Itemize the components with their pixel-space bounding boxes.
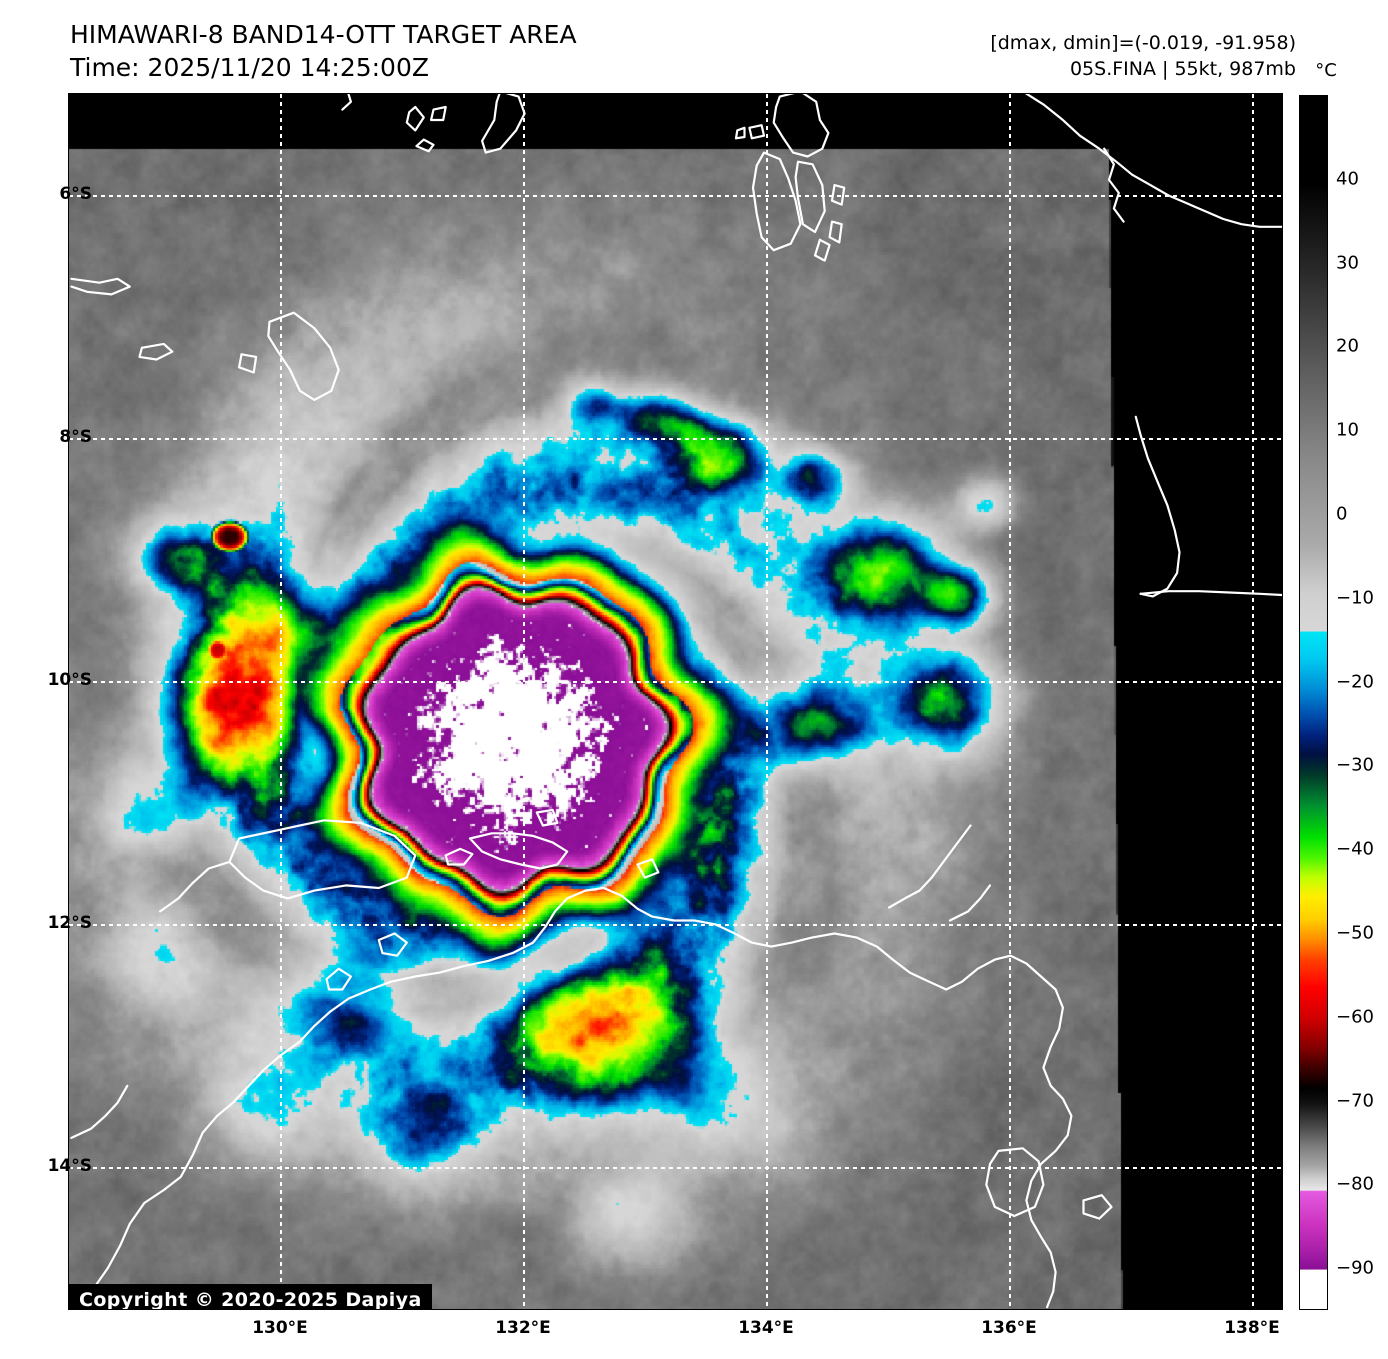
coastline-segment-23 <box>985 1147 1045 1218</box>
colorbar-tick-20: 20 <box>1336 335 1359 357</box>
gridline-lon-130 <box>280 94 282 1309</box>
gridline-lat-14s <box>69 1167 1282 1169</box>
page-title: HIMAWARI-8 BAND14-OTT TARGET AREA Time: … <box>70 18 577 84</box>
lon-label-130e: 130°E <box>252 1318 308 1338</box>
coastline-segment-19 <box>70 886 1073 1309</box>
coastline-segment-27 <box>377 932 408 957</box>
dmax-dmin-readout: [dmax, dmin]=(-0.019, -91.958) <box>990 32 1296 54</box>
coastline-segment-14 <box>138 342 174 361</box>
colorbar-tick-10: 10 <box>1336 419 1359 441</box>
coastline-segment-24 <box>887 824 972 909</box>
colorbar-tick--40: −40 <box>1336 838 1374 860</box>
coastline-segment-2 <box>430 105 447 122</box>
coastline-segment-30 <box>1024 94 1282 228</box>
lon-label-136e: 136°E <box>981 1318 1037 1338</box>
gridline-lon-134 <box>766 94 768 1309</box>
coastline-segment-29 <box>1082 1194 1113 1220</box>
coastline-segment-8 <box>751 151 802 252</box>
coastline-segment-0 <box>341 94 352 111</box>
lat-label-10s: 10°S <box>47 670 92 690</box>
satellite-ir-raster <box>69 94 1282 1309</box>
coastline-segment-4 <box>481 94 526 154</box>
coastline-segment-7 <box>734 126 746 140</box>
temperature-colorbar[interactable] <box>1299 95 1328 1310</box>
coastline-segment-9 <box>794 160 826 234</box>
colorbar-unit-label: °C <box>1315 60 1337 81</box>
storm-info-readout: 05S.FINA | 55kt, 987mb <box>1069 58 1296 80</box>
colorbar-tick--30: −30 <box>1336 754 1374 776</box>
lat-label-6s: 6°S <box>59 184 92 204</box>
coastline-segment-32 <box>1134 415 1181 598</box>
coastline-segment-21 <box>535 808 559 827</box>
gridline-lat-6s <box>69 195 1282 197</box>
copyright-banner: Copyright © 2020-2025 Dapiya <box>69 1284 432 1309</box>
coastline-segment-3 <box>415 138 435 153</box>
coastline-segment-1 <box>405 105 425 132</box>
lat-label-14s: 14°S <box>47 1156 92 1176</box>
lat-label-12s: 12°S <box>47 913 92 933</box>
coastline-segment-12 <box>813 238 831 262</box>
gridline-lat-8s <box>69 438 1282 440</box>
coastline-overlay <box>70 94 1282 1309</box>
colorbar-tick--70: −70 <box>1336 1090 1374 1112</box>
colorbar-tick--10: −10 <box>1336 587 1374 609</box>
colorbar-tick--60: −60 <box>1336 1006 1374 1028</box>
colorbar-tick--80: −80 <box>1336 1173 1374 1195</box>
colorbar-tick--90: −90 <box>1336 1257 1374 1279</box>
gridline-lat-12s <box>69 924 1282 926</box>
coastline-segment-11 <box>828 220 843 244</box>
satellite-image-plot[interactable]: Copyright © 2020-2025 Dapiya <box>68 93 1283 1310</box>
coastline-segment-34 <box>444 847 474 866</box>
coastline-segment-5 <box>772 94 830 158</box>
gridline-lon-136 <box>1009 94 1011 1309</box>
coastline-segment-18 <box>158 860 231 913</box>
gridline-lon-132 <box>523 94 525 1309</box>
coastline-segment-33 <box>1139 590 1282 597</box>
colorbar-tick-0: 0 <box>1336 503 1348 525</box>
lon-label-134e: 134°E <box>738 1318 794 1338</box>
gridline-lon-138 <box>1252 94 1254 1309</box>
coastline-segment-31 <box>1103 147 1125 223</box>
coastline-segment-25 <box>948 884 992 922</box>
coastline-segment-15 <box>267 311 340 401</box>
coastline-segment-28 <box>70 1084 129 1140</box>
colorbar-tick-40: 40 <box>1336 168 1359 190</box>
colorbar-tick--50: −50 <box>1336 922 1374 944</box>
title-line-1: HIMAWARI-8 BAND14-OTT TARGET AREA <box>70 20 577 49</box>
title-line-2: Time: 2025/11/20 14:25:00Z <box>70 53 429 82</box>
coastline-segment-6 <box>748 124 766 140</box>
coastline-segment-17 <box>228 819 417 900</box>
coastline-segment-13 <box>70 277 131 296</box>
colorbar-tick-30: 30 <box>1336 252 1359 274</box>
lon-label-132e: 132°E <box>495 1318 551 1338</box>
colorbar-tick--20: −20 <box>1336 671 1374 693</box>
lon-label-138e: 138°E <box>1224 1318 1280 1338</box>
coastline-segment-16 <box>238 353 258 374</box>
coastline-segment-20 <box>468 832 569 870</box>
gridline-lat-10s <box>69 681 1282 683</box>
header-metadata: [dmax, dmin]=(-0.019, -91.958) 05S.FINA … <box>990 30 1296 82</box>
coastline-segment-26 <box>325 967 352 991</box>
lat-label-8s: 8°S <box>59 427 92 447</box>
coastline-segment-22 <box>636 858 660 879</box>
